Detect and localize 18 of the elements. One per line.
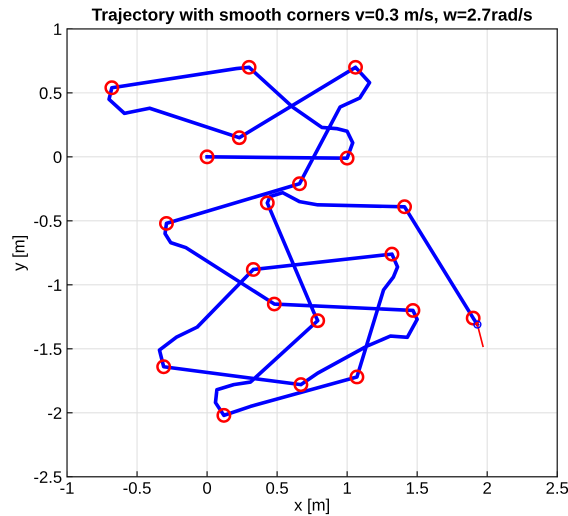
x-tick-label: 0.5 [266, 482, 288, 494]
x-tick-label: -0.5 [123, 482, 151, 494]
y-tick-label: -0.5 [34, 215, 62, 228]
y-tick-label: 0.5 [40, 87, 62, 100]
y-tick-label: 1 [54, 23, 62, 35]
y-tick-label: -2.5 [34, 471, 62, 483]
x-axis-title: x [m] [294, 498, 329, 514]
y-tick-label: -1.5 [34, 343, 62, 356]
x-tick-label: 0 [203, 482, 212, 494]
y-tick-label: -2 [48, 407, 62, 419]
y-axis-title: y [m] [12, 236, 28, 271]
chart-title: Trajectory with smooth corners v=0.3 m/s, w=2.7rad/s [92, 8, 532, 24]
y-tick-label: -1 [48, 279, 62, 291]
x-tick-label: 1.5 [406, 482, 428, 494]
y-tick-label: 0 [54, 151, 62, 164]
x-tick-label: 2 [483, 482, 491, 494]
x-tick-label: 1 [344, 482, 351, 494]
x-tick-label: 2.5 [546, 482, 568, 494]
